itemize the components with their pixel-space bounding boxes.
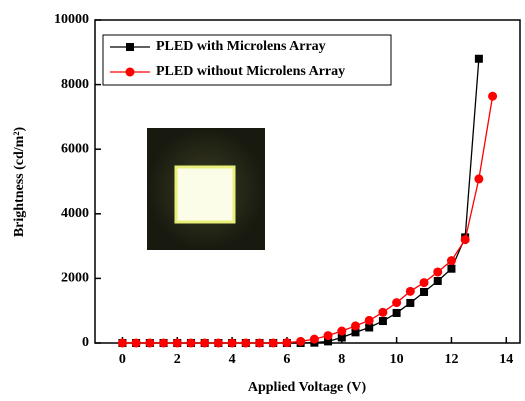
x-tick-label: 4 — [229, 352, 236, 367]
x-tick-label: 2 — [174, 352, 181, 367]
inset-photo — [147, 128, 265, 250]
marker — [323, 331, 333, 341]
x-tick-label: 6 — [283, 352, 290, 367]
marker — [324, 337, 333, 346]
marker — [405, 286, 415, 296]
marker — [392, 298, 402, 308]
marker — [186, 338, 196, 348]
marker — [126, 43, 134, 51]
x-tick-label: 8 — [338, 352, 345, 367]
x-tick-label: 0 — [119, 352, 126, 367]
marker — [378, 317, 387, 326]
marker — [337, 326, 347, 336]
legend-label: PLED without Microlens Array — [156, 64, 345, 79]
y-tick-label: 8000 — [61, 77, 89, 92]
marker — [488, 91, 498, 101]
line — [122, 96, 494, 344]
marker — [378, 307, 388, 317]
marker — [351, 328, 360, 337]
y-tick-label: 10000 — [54, 12, 89, 27]
marker — [268, 338, 278, 348]
marker — [365, 323, 374, 332]
marker — [125, 67, 135, 77]
marker — [419, 278, 429, 288]
y-tick-label: 2000 — [61, 271, 89, 286]
legend-label: PLED with Microlens Array — [156, 39, 326, 54]
marker — [364, 315, 374, 325]
y-tick-label: 6000 — [61, 141, 89, 156]
marker — [309, 334, 319, 344]
marker — [172, 338, 182, 348]
marker — [337, 333, 346, 342]
x-axis-label: Applied Voltage (V) — [248, 380, 367, 395]
marker — [447, 264, 456, 273]
marker — [474, 174, 484, 184]
x-tick-label: 14 — [499, 352, 513, 367]
marker — [159, 338, 169, 348]
x-tick-label: 10 — [390, 352, 404, 367]
marker — [131, 338, 141, 348]
marker — [420, 287, 429, 296]
y-tick-label: 0 — [82, 335, 89, 350]
marker — [296, 336, 306, 346]
marker — [282, 338, 292, 348]
marker — [433, 276, 442, 285]
marker — [474, 54, 483, 63]
marker — [227, 338, 237, 348]
marker — [460, 235, 470, 245]
marker — [241, 338, 251, 348]
marker — [117, 338, 127, 348]
legend-box — [102, 34, 392, 86]
marker — [255, 338, 265, 348]
marker — [392, 308, 401, 317]
marker — [350, 321, 360, 331]
marker — [446, 256, 456, 266]
y-tick-label: 4000 — [61, 206, 89, 221]
marker — [433, 267, 443, 277]
marker — [145, 338, 155, 348]
x-tick-label: 12 — [444, 352, 458, 367]
marker — [213, 338, 223, 348]
y-axis-label: Brightness (cd/m²) — [12, 126, 27, 237]
marker — [406, 298, 415, 307]
marker — [200, 338, 210, 348]
